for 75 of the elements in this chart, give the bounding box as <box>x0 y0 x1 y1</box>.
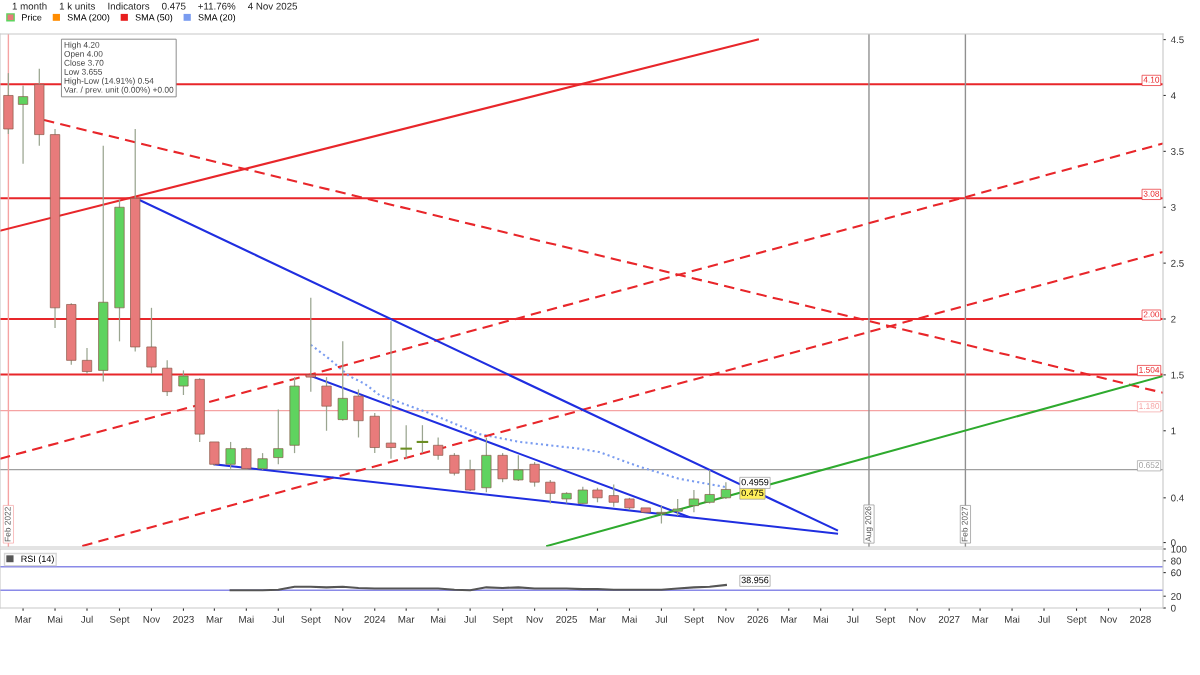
x-tick-label: Jul <box>464 615 476 623</box>
text: Indicators <box>108 2 150 10</box>
x-tick-label: 2026 <box>747 615 769 623</box>
x-tick-label: Mar <box>398 616 415 623</box>
x-tick-label: Mar <box>781 616 797 623</box>
x-tick-label: 2025 <box>556 615 577 623</box>
x-tick-label: Jul <box>846 615 859 623</box>
y-tick-label: 60 <box>1171 569 1182 577</box>
ref-line-label: 1.504 <box>1139 366 1160 373</box>
x-tick-label: Mar <box>206 616 223 623</box>
x-tick-label: Mai <box>813 615 828 623</box>
y-tick-label: 4.5 <box>1170 36 1184 44</box>
ref-line-label: Feb 2027 <box>961 507 968 542</box>
x-tick-label: Nov <box>526 616 544 623</box>
x-tick-label: 2027 <box>938 615 960 623</box>
x-tick-label: Mar <box>589 616 606 623</box>
annotation: 0.475 <box>741 489 764 497</box>
x-tick-label: Mar <box>972 616 989 623</box>
y-tick-label: 3 <box>1171 203 1176 211</box>
x-tick-label: Sept <box>301 615 321 625</box>
x-tick-label: Mai <box>622 615 637 623</box>
y-tick-label: 0 <box>1171 539 1176 547</box>
x-tick-label: Nov <box>143 616 161 623</box>
y-tick-label: 1.5 <box>1171 371 1184 379</box>
x-tick-label: Mai <box>431 615 446 623</box>
ref-line-label: Feb 2022 <box>4 507 11 542</box>
x-tick-label: Sept <box>493 615 513 625</box>
y-tick-label: 100 <box>1171 545 1187 553</box>
x-tick-label: Sept <box>1066 615 1087 625</box>
ref-line-label: Aug 2026 <box>865 506 873 542</box>
legend-label: SMA (50) <box>135 13 173 23</box>
y-tick-label: 3.5 <box>1171 148 1184 155</box>
data-label: 38.956 <box>741 576 769 584</box>
y-tick-label: 20 <box>1171 592 1182 600</box>
legend-label: RSI (14) <box>21 555 54 564</box>
x-tick-label: Mai <box>48 615 63 623</box>
x-tick-label: Nov <box>334 616 352 623</box>
text: +11.76% <box>198 2 236 10</box>
x-tick-label: 2024 <box>364 615 386 623</box>
y-tick-label: 0 <box>1171 604 1176 612</box>
x-tick-label: Mai <box>1005 615 1020 623</box>
x-tick-label: Nov <box>909 616 926 623</box>
ref-line-label: 1.180 <box>1139 403 1160 409</box>
x-tick-label: Jul <box>1037 615 1050 623</box>
ref-line-label: 2.00 <box>1143 311 1160 318</box>
text: 4 Nov 2025 <box>247 2 298 10</box>
x-tick-label: Nov <box>718 616 735 623</box>
y-tick-label: 1 <box>1171 427 1176 435</box>
y-tick-label: 80 <box>1171 557 1182 565</box>
text: 1 month <box>12 2 47 10</box>
x-tick-label: Mar <box>15 616 32 623</box>
ref-line-label: 0.652 <box>1138 462 1160 469</box>
x-tick-label: 2028 <box>1130 615 1151 623</box>
x-tick-label: Sept <box>875 615 896 625</box>
y-tick-label: 2.5 <box>1171 259 1184 267</box>
text: 1 k units <box>59 2 95 10</box>
x-tick-label: Jul <box>655 615 667 623</box>
x-tick-label: Jul <box>80 615 93 623</box>
y-tick-label: 4 <box>1170 92 1176 99</box>
text: 0.475 <box>162 2 186 10</box>
x-tick-label: Mai <box>239 615 254 623</box>
ref-line-label: 3.08 <box>1143 190 1160 197</box>
annotation: High 4.20 Open 4.00 Close 3.70 Low 3.655 High-Low (14.91%) 0.54 Var. / prev. unit (0.00%) +0.00 <box>64 41 174 95</box>
x-tick-label: Sept <box>109 615 130 625</box>
y-tick-label: 0.4 <box>1171 494 1184 502</box>
legend-label: SMA (200) <box>67 13 110 23</box>
data-label: 0.4959 <box>741 478 769 486</box>
y-tick-label: 2 <box>1171 315 1176 323</box>
x-tick-label: 2023 <box>173 615 194 623</box>
ref-line-label: 4.10 <box>1143 76 1160 83</box>
x-tick-label: Jul <box>272 615 284 623</box>
legend-label: Price <box>22 13 42 21</box>
x-tick-label: Nov <box>1100 616 1118 623</box>
x-tick-label: Sept <box>684 615 704 625</box>
legend-label: SMA (20) <box>198 13 236 23</box>
